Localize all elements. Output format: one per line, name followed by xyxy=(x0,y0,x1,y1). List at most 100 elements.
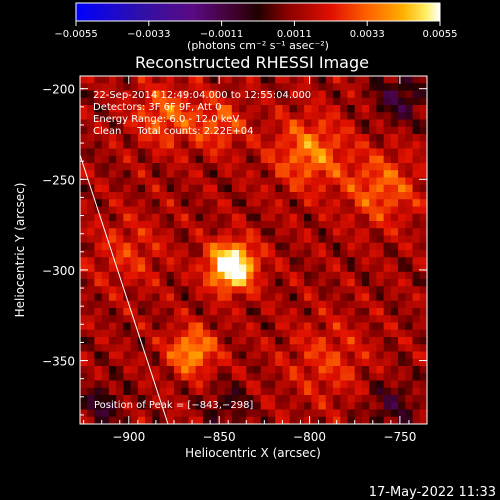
heatmap-cell xyxy=(246,76,254,84)
heatmap-cell xyxy=(188,358,197,367)
heatmap-cell xyxy=(137,344,146,352)
heatmap-cell xyxy=(87,416,95,424)
heatmap-cell xyxy=(318,315,327,323)
heatmap-cell xyxy=(210,126,218,135)
heatmap-cell xyxy=(202,409,211,418)
heatmap-cell xyxy=(152,192,160,200)
heatmap-cell xyxy=(325,250,334,258)
heatmap-cell xyxy=(159,206,168,215)
heatmap-cell xyxy=(405,337,413,345)
heatmap-cell xyxy=(101,409,110,418)
heatmap-cell xyxy=(80,322,88,331)
heatmap-cell xyxy=(87,279,95,287)
heatmap-cell xyxy=(376,366,385,374)
heatmap-cell xyxy=(304,170,312,178)
heatmap-cell xyxy=(405,83,413,91)
heatmap-cell xyxy=(304,250,312,258)
heatmap-cell xyxy=(130,83,139,91)
heatmap-cell xyxy=(87,206,95,215)
heatmap-cell xyxy=(108,395,117,403)
heatmap-cell xyxy=(282,199,291,207)
heatmap-cell xyxy=(304,329,312,338)
heatmap-cell xyxy=(383,315,392,323)
heatmap-cell xyxy=(267,155,276,164)
heatmap-cell xyxy=(210,90,218,99)
heatmap-cell xyxy=(296,199,305,207)
heatmap-cell xyxy=(166,206,175,215)
heatmap-cell xyxy=(340,322,348,331)
heatmap-cell xyxy=(412,322,421,331)
heatmap-cell xyxy=(347,97,356,106)
heatmap-cell xyxy=(340,170,348,178)
heatmap-cell xyxy=(145,76,153,84)
heatmap-cell xyxy=(195,148,204,157)
heatmap-cell xyxy=(412,163,421,171)
heatmap-cell xyxy=(195,344,204,352)
heatmap-cell xyxy=(390,329,399,338)
colorbar-tick-label: −0.0055 xyxy=(54,29,97,40)
heatmap-cell xyxy=(282,366,291,374)
heatmap-cell xyxy=(87,380,95,389)
heatmap-cell xyxy=(159,286,168,294)
heatmap-cell xyxy=(253,264,262,273)
heatmap-cell xyxy=(282,221,291,229)
heatmap-cell xyxy=(340,199,348,207)
heatmap-cell xyxy=(224,300,233,309)
heatmap-cell xyxy=(181,141,189,149)
heatmap-cell xyxy=(231,83,240,91)
heatmap-cell xyxy=(202,163,211,171)
heatmap-cell xyxy=(383,366,392,374)
heatmap-cell xyxy=(369,293,377,302)
heatmap-cell xyxy=(253,322,262,331)
heatmap-cell xyxy=(188,206,197,215)
heatmap-cell xyxy=(231,163,240,171)
heatmap-cell xyxy=(231,206,240,215)
heatmap-cell xyxy=(340,119,348,128)
heatmap-cell xyxy=(152,358,160,367)
heatmap-cell xyxy=(412,170,421,178)
heatmap-cell xyxy=(340,221,348,229)
heatmap-cell xyxy=(325,351,334,360)
heatmap-cell xyxy=(354,119,363,128)
heatmap-cell xyxy=(267,264,276,273)
heatmap-cell xyxy=(282,250,291,258)
heatmap-cell xyxy=(347,366,356,374)
heatmap-cell xyxy=(202,366,211,374)
heatmap-cell xyxy=(419,83,427,91)
heatmap-cell xyxy=(159,308,168,316)
heatmap-cell xyxy=(152,409,160,418)
heatmap-cell xyxy=(108,155,117,164)
heatmap-cell xyxy=(224,293,233,302)
heatmap-cell xyxy=(398,257,406,265)
heatmap-cell xyxy=(304,264,312,273)
heatmap-cell xyxy=(87,199,95,207)
heatmap-cell xyxy=(87,242,95,251)
heatmap-cell xyxy=(318,112,327,120)
heatmap-cell xyxy=(130,199,139,207)
heatmap-cell xyxy=(166,416,175,424)
heatmap-cell xyxy=(87,221,95,229)
heatmap-cell xyxy=(405,242,413,251)
heatmap-cell xyxy=(304,97,312,106)
heatmap-cell xyxy=(239,76,247,84)
heatmap-cell xyxy=(275,221,283,229)
heatmap-cell xyxy=(239,242,247,251)
heatmap-cell xyxy=(145,112,153,120)
heatmap-cell xyxy=(87,322,95,331)
heatmap-cell xyxy=(311,213,319,222)
heatmap-cell xyxy=(137,416,146,424)
heatmap-cell xyxy=(333,366,341,374)
heatmap-cell xyxy=(224,126,233,135)
heatmap-cell xyxy=(383,351,392,360)
heatmap-cell xyxy=(123,105,132,113)
heatmap-cell xyxy=(318,286,327,294)
heatmap-cell xyxy=(318,83,327,91)
heatmap-cell xyxy=(361,148,370,157)
heatmap-cell xyxy=(166,213,175,222)
heatmap-cell xyxy=(361,351,370,360)
heatmap-cell xyxy=(188,105,197,113)
heatmap-cell xyxy=(275,416,283,424)
heatmap-cell xyxy=(325,112,334,120)
heatmap-cell xyxy=(340,329,348,338)
